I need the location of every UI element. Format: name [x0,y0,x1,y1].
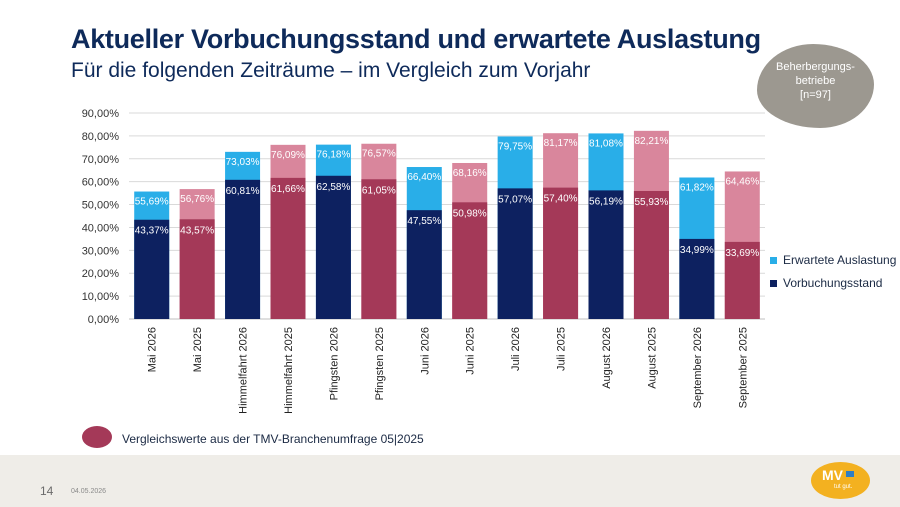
x-tick-label: Mai 2025 [192,327,204,372]
data-label-booked: 60,81% [226,186,260,197]
data-label-booked: 61,66% [271,184,305,195]
data-label-expected: 82,21% [634,136,668,147]
data-label-booked: 55,93% [634,197,668,208]
sample-badge [757,44,874,128]
data-label-expected: 76,09% [271,150,305,161]
x-tick-label: September 2026 [692,327,704,408]
page-subtitle: Für die folgenden Zeiträume – im Verglei… [71,59,591,82]
data-label-expected: 56,76% [180,194,214,205]
x-tick-label: Pfingsten 2026 [328,327,340,400]
x-tick-label: September 2025 [737,327,749,408]
x-tick-label: Mai 2026 [147,327,159,372]
comparison-note: Vergleichswerte aus der TMV-Branchenumfr… [122,432,424,446]
bar-booked [633,190,669,319]
data-label-booked: 56,19% [589,196,623,207]
data-label-booked: 57,40% [544,194,578,205]
bar-booked [315,175,351,319]
mv-logo-flag-icon [846,471,854,477]
comparison-marker [82,426,112,448]
x-tick-label: Juni 2026 [419,327,431,375]
legend-expected: Erwartete Auslastung [770,253,896,267]
y-tick-label: 40,00% [82,222,120,234]
y-tick-label: 70,00% [82,154,120,166]
data-label-expected: 55,69% [135,197,169,208]
bar-booked [452,202,488,319]
data-label-booked: 43,37% [135,226,169,237]
data-label-booked: 43,57% [180,225,214,236]
data-label-expected: 81,17% [544,138,578,149]
y-tick-label: 20,00% [82,268,120,280]
y-tick-label: 10,00% [82,291,120,303]
bar-booked [724,241,760,319]
y-tick-label: 80,00% [82,131,120,143]
data-label-booked: 34,99% [680,245,714,256]
data-label-expected: 79,75% [498,141,532,152]
sample-badge-text: Beherbergungs- betriebe [n=97] [757,60,874,102]
bar-booked [406,210,442,319]
page-title: Aktueller Vorbuchungsstand und erwartete… [71,24,761,54]
y-tick-label: 60,00% [82,177,120,189]
mv-logo-subtext: tut gut. [834,484,853,490]
data-label-expected: 61,82% [680,183,714,194]
y-tick-label: 30,00% [82,245,120,257]
bar-chart: 0,00% 10,00% 20,00% 30,00% 40,00% 50,00% 60,00… [82,108,765,414]
legend-booked-swatch [770,280,777,288]
bar-booked [179,219,215,319]
badge-line-2: betriebe [795,75,836,87]
data-label-booked: 61,05% [362,185,396,196]
y-tick-label: 50,00% [82,200,120,212]
mv-logo-text: MV [822,467,843,483]
x-tick-label: Himmelfahrt 2025 [283,327,295,414]
badge-line-1: Beherbergungs- [776,61,855,73]
x-tick-label: Juni 2025 [465,327,477,375]
data-label-booked: 62,58% [316,182,350,193]
bar-booked [270,177,306,319]
legend-expected-label: Erwartete Auslastung [783,253,897,267]
bar-booked [134,219,170,319]
x-tick-label: Juli 2025 [556,327,568,371]
legend-booked-label: Vorbuchungsstand [783,276,883,290]
bar-booked [543,187,579,319]
data-label-booked: 47,55% [407,216,441,227]
y-tick-label: 0,00% [88,314,119,326]
bar-booked [225,179,261,319]
footer-bar [0,455,900,507]
data-label-expected: 76,57% [362,149,396,160]
data-label-expected: 73,03% [226,157,260,168]
footer-date: 04.05.2026 [71,488,107,495]
x-tick-label: August 2026 [601,327,613,389]
page-number: 14 [40,484,54,498]
x-tick-label: Himmelfahrt 2026 [238,327,250,414]
bar-booked [361,179,397,319]
bar-booked [497,188,533,319]
data-label-expected: 81,08% [589,138,623,149]
x-tick-label: Pfingsten 2025 [374,327,386,400]
legend-expected-swatch [770,257,777,265]
data-label-expected: 68,16% [453,168,487,179]
x-tick-label: Juli 2026 [510,327,522,371]
bar-booked [588,190,624,319]
y-tick-label: 90,00% [82,108,120,120]
legend-booked: Vorbuchungsstand [770,276,882,290]
data-label-expected: 66,40% [407,172,441,183]
data-label-booked: 57,07% [498,194,532,205]
data-label-expected: 64,46% [725,176,759,187]
data-label-booked: 33,69% [725,248,759,259]
badge-line-3: [n=97] [800,89,831,101]
data-label-expected: 76,18% [316,150,350,161]
x-tick-label: August 2025 [646,327,658,389]
bar-booked [679,238,715,319]
mv-logo [811,462,870,499]
data-label-booked: 50,98% [453,208,487,219]
